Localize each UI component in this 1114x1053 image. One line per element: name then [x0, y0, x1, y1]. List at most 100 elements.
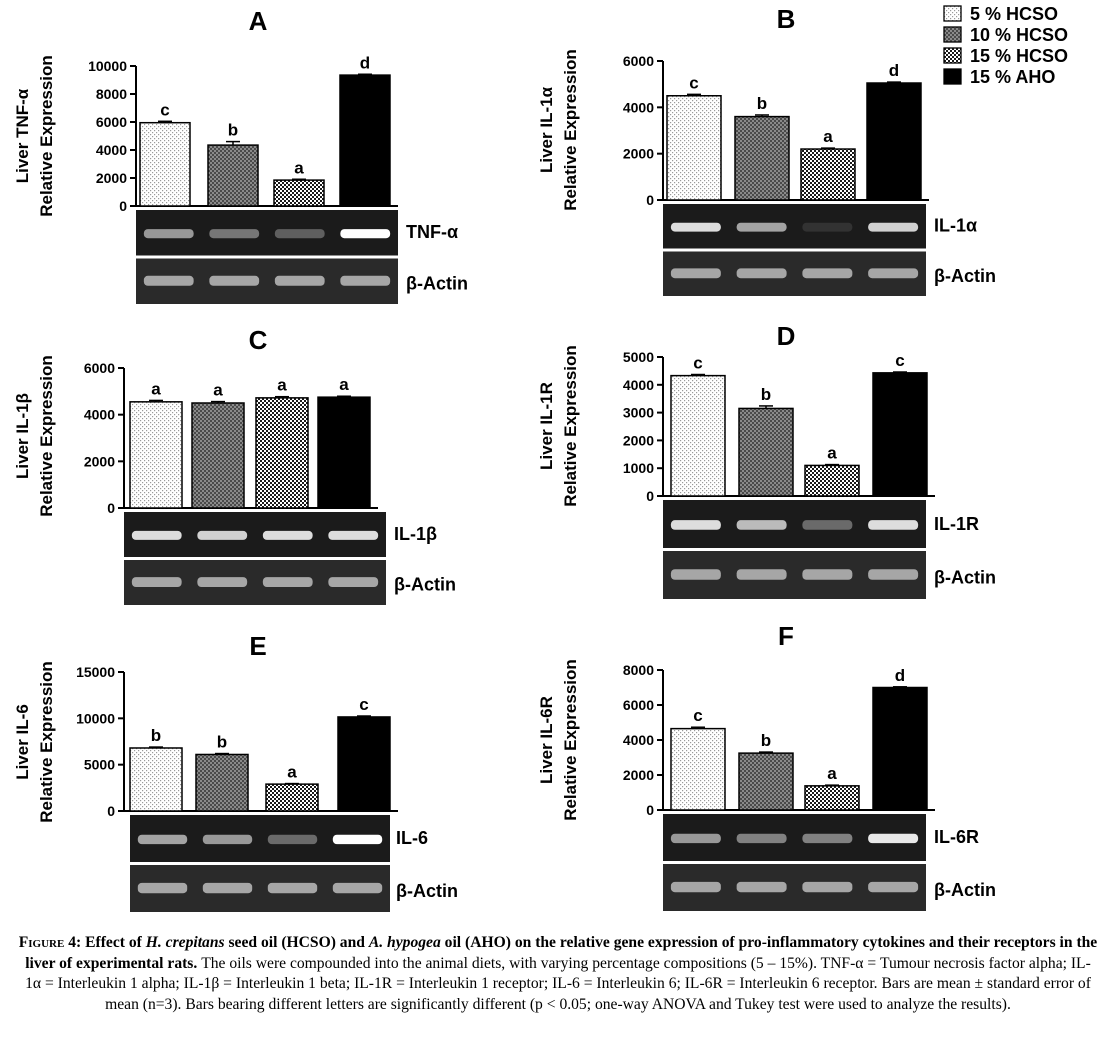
panel-f: F Liver IL-6R Relative Expression 0 2000 4000… — [537, 621, 996, 911]
significance-letter: a — [213, 381, 223, 400]
gel-target-label: IL-6 — [396, 828, 428, 848]
y-tick-label: 2000 — [623, 146, 654, 162]
gel-actin-label: β-Actin — [934, 568, 996, 588]
gel-band — [802, 520, 853, 530]
significance-letter: b — [757, 94, 767, 113]
significance-letter: b — [761, 731, 771, 750]
y-tick-label: 0 — [646, 488, 654, 504]
panel-title: F — [778, 621, 794, 651]
legend-swatch — [943, 68, 962, 85]
significance-letter: c — [160, 100, 169, 119]
y-tick-label: 8000 — [96, 86, 127, 102]
y-tick-label: 4000 — [623, 732, 654, 748]
gel-band — [267, 882, 318, 894]
bar — [129, 401, 183, 509]
caption-lead-2: seed oil (HCSO) and — [224, 934, 369, 951]
gel-image — [136, 210, 398, 304]
y-tick-label: 4000 — [96, 142, 127, 158]
bar — [670, 727, 726, 811]
gel-band — [274, 275, 325, 286]
y-tick-label: 6000 — [96, 114, 127, 130]
bar — [273, 179, 325, 207]
gel-band — [332, 882, 383, 894]
bar — [317, 396, 371, 509]
gel-band — [670, 520, 721, 530]
bar — [191, 402, 245, 509]
gel-band — [868, 268, 919, 279]
bar — [872, 686, 928, 811]
caption-body: The oils were compounded into the animal… — [25, 954, 1091, 1013]
legend-label: 15 % AHO — [970, 67, 1055, 87]
gel-image — [663, 204, 926, 296]
caption-species-2: A. hypogea — [368, 934, 441, 951]
bar — [207, 144, 259, 207]
gel-target-label: IL-1R — [934, 514, 979, 534]
bar — [670, 374, 726, 497]
y-axis-label: Relative Expression — [37, 355, 56, 517]
gel-band — [340, 229, 391, 239]
y-tick-label: 2000 — [84, 453, 115, 469]
y-tick-label: 5000 — [84, 757, 115, 773]
panel-title: C — [249, 325, 268, 355]
significance-letter: a — [151, 379, 161, 398]
legend-label: 10 % HCSO — [970, 25, 1068, 45]
gel-band — [137, 834, 188, 845]
bar — [255, 397, 309, 509]
gel-image — [124, 512, 386, 605]
gel-band — [868, 222, 919, 232]
significance-letter: c — [693, 706, 702, 725]
y-tick-label: 5000 — [623, 349, 654, 365]
gel-actin-label: β-Actin — [406, 273, 468, 293]
bar — [139, 121, 191, 207]
y-tick-label: 10000 — [76, 710, 115, 726]
gel-band — [328, 577, 379, 587]
significance-letter: a — [827, 764, 837, 783]
gel-target-label: IL-6R — [934, 827, 979, 847]
gel-target-label: IL-1β — [394, 524, 437, 544]
y-axis-label: Liver IL-6R — [537, 696, 556, 784]
bar — [666, 95, 722, 201]
bar — [265, 783, 319, 812]
significance-letter: a — [827, 444, 837, 463]
gel-image — [663, 500, 926, 599]
gel-band — [802, 268, 853, 279]
y-tick-label: 2000 — [623, 767, 654, 783]
bar — [734, 115, 790, 201]
gel-band — [137, 882, 188, 894]
panel-e: E Liver IL-6 Relative Expression 0 5000 10000… — [13, 631, 458, 912]
gel-actin-label: β-Actin — [396, 881, 458, 901]
y-axis-label: Relative Expression — [561, 659, 580, 821]
y-tick-label: 6000 — [623, 697, 654, 713]
bar — [337, 716, 391, 812]
gel-band — [802, 881, 853, 893]
gel-target-label: IL-1α — [934, 216, 977, 236]
gel-band — [274, 229, 325, 239]
significance-letter: d — [360, 53, 370, 72]
gel-actin-label: β-Actin — [934, 266, 996, 286]
gel-band — [340, 275, 391, 286]
gel-band — [131, 530, 182, 540]
y-tick-label: 8000 — [623, 662, 654, 678]
gel-band — [802, 222, 853, 232]
gel-band — [328, 530, 379, 540]
bar — [872, 372, 928, 497]
figure-label: Figure 4: — [18, 934, 82, 951]
gel-band — [802, 569, 853, 580]
significance-letter: a — [277, 376, 287, 395]
legend-swatch — [943, 26, 962, 43]
gel-band — [267, 834, 318, 845]
significance-letter: a — [287, 763, 297, 782]
significance-letter: a — [823, 127, 833, 146]
gel-band — [202, 834, 253, 845]
gel-band — [197, 530, 248, 540]
chart-panels: A Liver TNF-α Relative Expression 0 2000 4000… — [13, 4, 996, 912]
gel-band — [868, 833, 919, 844]
gel-band — [262, 530, 313, 540]
y-tick-label: 0 — [646, 192, 654, 208]
significance-letter: d — [889, 61, 899, 80]
y-axis-label: Liver IL-1β — [13, 393, 32, 479]
significance-letter: b — [217, 733, 227, 752]
gel-band — [670, 268, 721, 279]
significance-letter: c — [693, 354, 702, 373]
